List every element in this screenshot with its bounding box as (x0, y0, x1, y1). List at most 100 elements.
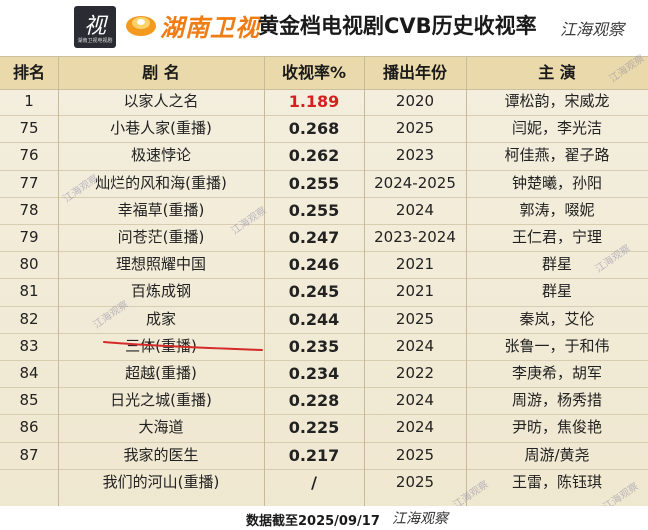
rank-cell (0, 469, 58, 496)
year-cell: 2024 (395, 391, 435, 410)
header-cast: 主 演 (538, 63, 576, 82)
logo-char: 视 (83, 14, 106, 39)
cast-cell: 张鲁一，于和伟 (504, 336, 610, 355)
table-row: 86 大海道 0.225 2024 尹昉，焦俊艳 (0, 414, 648, 441)
data-date-note: 数据截至2025/09/17 (246, 514, 380, 529)
row-divider (0, 115, 648, 117)
cast-cell: 周游，杨秀措 (511, 391, 602, 410)
rank-cell: 86 (19, 418, 39, 437)
year-cell: 2024 (395, 336, 435, 355)
rate-cell: 0.247 (288, 228, 340, 247)
cast-cell: 王雷，陈钰琪 (511, 472, 602, 491)
header-year: 播出年份 (382, 63, 447, 82)
table-row: 75 小巷人家(重播) 0.268 2025 闫妮，李光洁 (0, 115, 648, 142)
year-cell: 2023-2024 (374, 228, 456, 246)
title-cell: 我家的医生 (123, 445, 199, 464)
rate-cell: 0.255 (288, 200, 340, 220)
page-title: 黄金档电视剧CVB历史收视率 (258, 14, 537, 38)
rank-cell: 87 (19, 445, 39, 464)
rank-cell: 83 (19, 336, 39, 355)
rank-cell: 82 (19, 309, 39, 328)
table-row: 85 日光之城(重播) 0.228 2024 周游，杨秀措 (0, 387, 648, 414)
year-cell: 2021 (395, 255, 435, 274)
rate-cell: 0.225 (288, 418, 340, 438)
red-annotation-underline (103, 341, 263, 351)
year-cell: 2022 (395, 364, 435, 382)
cast-cell: 周游/黄尧 (524, 445, 590, 464)
table-row: 我们的河山(重播) / 2025 王雷，陈钰琪 (0, 469, 648, 496)
rank-cell: 75 (19, 119, 39, 138)
cast-cell: 尹昉，焦俊艳 (511, 418, 602, 437)
year-cell: 2020 (395, 92, 435, 110)
title-cell: 以家人之名 (123, 92, 199, 110)
rate-cell: 1.189 (288, 92, 340, 111)
header-rate: 收视率% (281, 63, 347, 82)
row-divider (0, 142, 648, 144)
rank-cell: 78 (19, 200, 39, 219)
title-cell: 超越(重播) (125, 364, 197, 382)
table-row: 83 三体(重播) 0.235 2024 张鲁一，于和伟 (0, 333, 648, 360)
year-cell: 2025 (395, 119, 435, 138)
row-divider (0, 224, 648, 225)
column-divider (58, 56, 59, 518)
table-row: 81 百炼成钢 0.245 2021 群星 (0, 278, 648, 305)
rate-cell: 0.262 (288, 146, 340, 166)
footer-signature: 江海观察 (392, 511, 448, 527)
rank-cell: 80 (19, 255, 39, 274)
table-row: 80 理想照耀中国 0.246 2021 群星 (0, 251, 648, 278)
year-cell: 2024 (395, 418, 435, 437)
cast-cell: 王仁君，宁理 (511, 228, 602, 246)
title-cell: 大海道 (138, 418, 184, 437)
row-divider (0, 278, 648, 280)
rank-cell: 77 (19, 173, 39, 192)
year-cell: 2024-2025 (374, 173, 456, 192)
rank-cell: 1 (24, 92, 34, 110)
year-cell: 2025 (395, 309, 435, 328)
logo-subtitle: 湖南卫视电视剧 (77, 38, 113, 44)
rate-cell: 0.255 (288, 173, 340, 193)
column-divider (264, 56, 265, 518)
year-cell: 2024 (395, 200, 435, 219)
year-cell: 2021 (395, 282, 435, 301)
rank-cell: 79 (19, 228, 39, 246)
cast-cell: 群星 (541, 255, 572, 274)
title-cell: 理想照耀中国 (115, 255, 206, 274)
year-cell: 2025 (395, 445, 435, 464)
rate-cell: 0.244 (288, 309, 340, 329)
cast-cell: 秦岚，艾伦 (519, 309, 595, 328)
year-cell: 2025 (395, 472, 435, 491)
rate-cell: 0.235 (288, 336, 340, 356)
title-cell: 问苍茫(重播) (117, 228, 205, 246)
cast-cell: 李庚希，胡军 (511, 364, 602, 382)
title-cell: 成家 (145, 309, 176, 328)
rate-cell: 0.268 (288, 119, 340, 139)
row-divider (0, 414, 648, 416)
row-divider (0, 169, 648, 171)
hunan-tv-icon (126, 16, 156, 36)
rank-cell: 84 (19, 364, 39, 382)
header-rank: 排名 (12, 63, 45, 82)
table-row: 82 成家 0.244 2025 秦岚，艾伦 (0, 306, 648, 333)
channel-logo: 视 湖南卫视电视剧 (74, 6, 116, 48)
cast-cell: 柯佳燕，翟子路 (504, 146, 610, 165)
title-cell: 小巷人家(重播) (110, 119, 212, 138)
rate-cell: 0.246 (288, 255, 340, 275)
channel-name: 湖南卫视 (160, 14, 260, 42)
rank-cell: 81 (19, 282, 39, 301)
table-row: 78 幸福草(重播) 0.255 2024 郭涛，啜妮 (0, 197, 648, 224)
column-divider (364, 56, 365, 518)
row-divider (0, 387, 648, 389)
title-cell: 灿烂的风和海(重播) (95, 173, 227, 192)
header-title: 剧 名 (142, 63, 180, 82)
rank-cell: 85 (19, 391, 39, 410)
signature: 江海观察 (560, 20, 625, 39)
rate-cell: 0.217 (288, 445, 340, 465)
rate-cell: / (311, 472, 317, 492)
cast-cell: 闫妮，李光洁 (511, 119, 602, 138)
row-divider (0, 468, 648, 470)
table-row: 84 超越(重播) 0.234 2022 李庚希，胡军 (0, 360, 648, 387)
row-divider (0, 196, 648, 198)
cast-cell: 谭松韵，宋威龙 (504, 92, 610, 110)
table-row: 79 问苍茫(重播) 0.247 2023-2024 王仁君，宁理 (0, 224, 648, 251)
